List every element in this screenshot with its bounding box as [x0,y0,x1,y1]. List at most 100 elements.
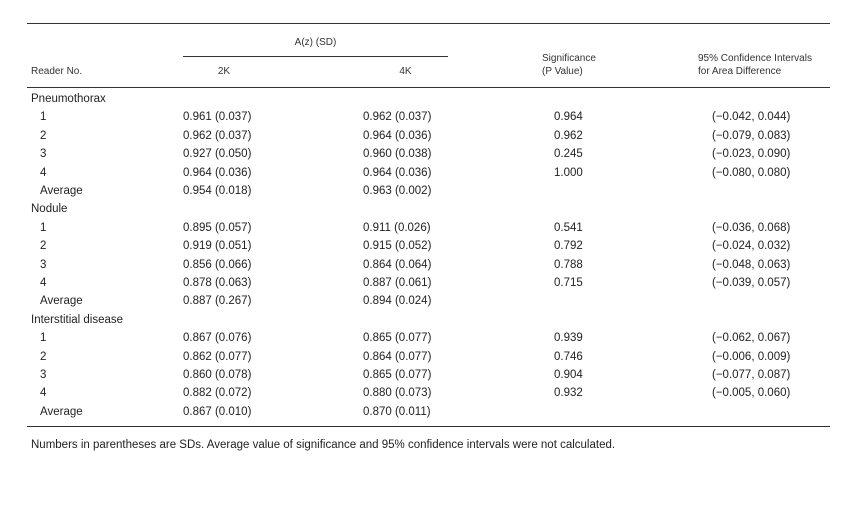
cell-significance: 0.245 [554,148,583,161]
cell-2k: 0.895 (0.057) [183,221,252,234]
table-row: Average 0.887 (0.267) 0.894 (0.024) [0,292,860,310]
cell-4k: 0.894 (0.024) [363,295,432,308]
cell-2k: 0.856 (0.066) [183,258,252,271]
cell-significance: 0.904 [554,369,583,381]
cell-2k: 0.927 (0.050) [183,148,252,161]
table-row: 4 0.882 (0.072) 0.880 (0.073) 0.932 (−0.005,… [0,384,860,402]
p-value-header: (P Value) [542,66,583,77]
cell-2k: 0.962 (0.037) [183,129,252,142]
cell-ci: (−0.023, 0.090) [712,148,791,161]
row-label: 4 [40,166,47,179]
cell-significance: 0.792 [554,240,583,253]
row-label: 1 [40,221,47,234]
header-rule [27,87,830,88]
row-label: 2 [40,240,47,253]
cell-4k: 0.865 (0.077) [363,332,432,345]
table-row: 2 0.962 (0.037) 0.964 (0.036) 0.962 (−0.079,… [0,127,860,145]
cell-ci: (−0.079, 0.083) [712,129,791,142]
cell-4k: 0.887 (0.061) [363,277,432,289]
significance-header: Significance [542,53,596,64]
cell-4k: 0.864 (0.064) [363,258,432,271]
table-row: 4 0.964 (0.036) 0.964 (0.036) 1.000 (−0.080,… [0,164,860,182]
row-label: 3 [40,369,47,381]
row-label: Average [40,405,83,418]
cell-4k: 0.964 (0.036) [363,129,432,142]
row-label: 1 [40,111,47,124]
row-label: Pneumothorax [31,93,106,105]
cell-4k: 0.963 (0.002) [363,185,432,197]
table-row: Average 0.867 (0.010) 0.870 (0.011) [0,403,860,421]
footnote: Numbers in parentheses are SDs. Average … [31,439,616,451]
cell-4k: 0.864 (0.077) [363,350,432,363]
table-row: Interstitial disease [0,311,860,329]
table-row: 3 0.860 (0.078) 0.865 (0.077) 0.904 (−0.077,… [0,366,860,384]
table-row: 2 0.862 (0.077) 0.864 (0.077) 0.746 (−0.006,… [0,348,860,366]
cell-2k: 0.867 (0.076) [183,332,252,345]
ci-header-line2: for Area Difference [698,66,782,77]
cell-2k: 0.860 (0.078) [183,369,252,381]
cell-significance: 0.746 [554,350,583,363]
cell-4k: 0.962 (0.037) [363,111,432,124]
cell-2k: 0.887 (0.267) [183,295,252,308]
table-row: 1 0.867 (0.076) 0.865 (0.077) 0.939 (−0.062,… [0,329,860,347]
row-label: 2 [40,129,47,142]
cell-ci: (−0.062, 0.067) [712,332,791,345]
row-label: 4 [40,277,47,289]
cell-ci: (−0.048, 0.063) [712,258,791,271]
row-label: 3 [40,258,47,271]
row-label: 1 [40,332,47,345]
cell-2k: 0.961 (0.037) [183,111,252,124]
cell-4k: 0.915 (0.052) [363,240,432,253]
table-row: Average 0.954 (0.018) 0.963 (0.002) [0,182,860,200]
col-4k-header: 4K [399,66,412,77]
table-row: 1 0.961 (0.037) 0.962 (0.037) 0.964 (−0.042,… [0,108,860,126]
row-label: 3 [40,148,47,161]
cell-4k: 0.960 (0.038) [363,148,432,161]
cell-significance: 0.932 [554,387,583,400]
cell-2k: 0.964 (0.036) [183,166,252,179]
row-label: Average [40,295,83,308]
cell-4k: 0.964 (0.036) [363,166,432,179]
table-row: Nodule [0,200,860,218]
cell-ci: (−0.039, 0.057) [712,277,791,289]
cell-2k: 0.878 (0.063) [183,277,252,289]
cell-4k: 0.911 (0.026) [363,221,431,234]
row-label: Interstitial disease [31,313,124,326]
cell-ci: (−0.036, 0.068) [712,221,791,234]
row-label: Average [40,185,83,197]
col-2k-header: 2K [217,66,231,77]
cell-significance: 0.715 [554,277,583,289]
cell-ci: (−0.006, 0.009) [712,350,791,363]
cell-significance: 0.788 [554,258,583,271]
reader-no-header: Reader No. [31,66,83,77]
table-row: 3 0.856 (0.066) 0.864 (0.064) 0.788 (−0.048,… [0,256,860,274]
table-row: Pneumothorax [0,90,860,108]
row-label: 2 [40,350,47,363]
az-header-rule [183,56,448,57]
ci-header-line1: 95% Confidence Intervals [698,53,812,64]
cell-2k: 0.862 (0.077) [183,350,252,363]
table-row: 1 0.895 (0.057) 0.911 (0.026) 0.541 (−0.036,… [0,219,860,237]
table-row: 4 0.878 (0.063) 0.887 (0.061) 0.715 (−0.039,… [0,274,860,292]
top-rule [27,23,830,24]
cell-significance: 0.962 [554,129,583,142]
cell-ci: (−0.077, 0.087) [712,369,791,381]
cell-significance: 0.964 [554,111,583,124]
cell-significance: 0.541 [554,221,583,234]
row-label: Nodule [31,203,68,216]
bottom-rule [27,426,830,427]
cell-2k: 0.954 (0.018) [183,185,252,197]
cell-2k: 0.867 (0.010) [183,405,252,418]
cell-4k: 0.870 (0.011) [363,405,431,418]
table-row: 2 0.919 (0.051) 0.915 (0.052) 0.792 (−0.024,… [0,237,860,255]
cell-ci: (−0.005, 0.060) [712,387,791,400]
table-row: 3 0.927 (0.050) 0.960 (0.038) 0.245 (−0.023,… [0,145,860,163]
cell-ci: (−0.042, 0.044) [712,111,791,124]
cell-4k: 0.865 (0.077) [363,369,432,381]
cell-significance: 0.939 [554,332,583,345]
az-header: A(z) (SD) [294,37,337,48]
cell-ci: (−0.080, 0.080) [712,166,791,179]
cell-4k: 0.880 (0.073) [363,387,432,400]
cell-significance: 1.000 [554,166,583,179]
